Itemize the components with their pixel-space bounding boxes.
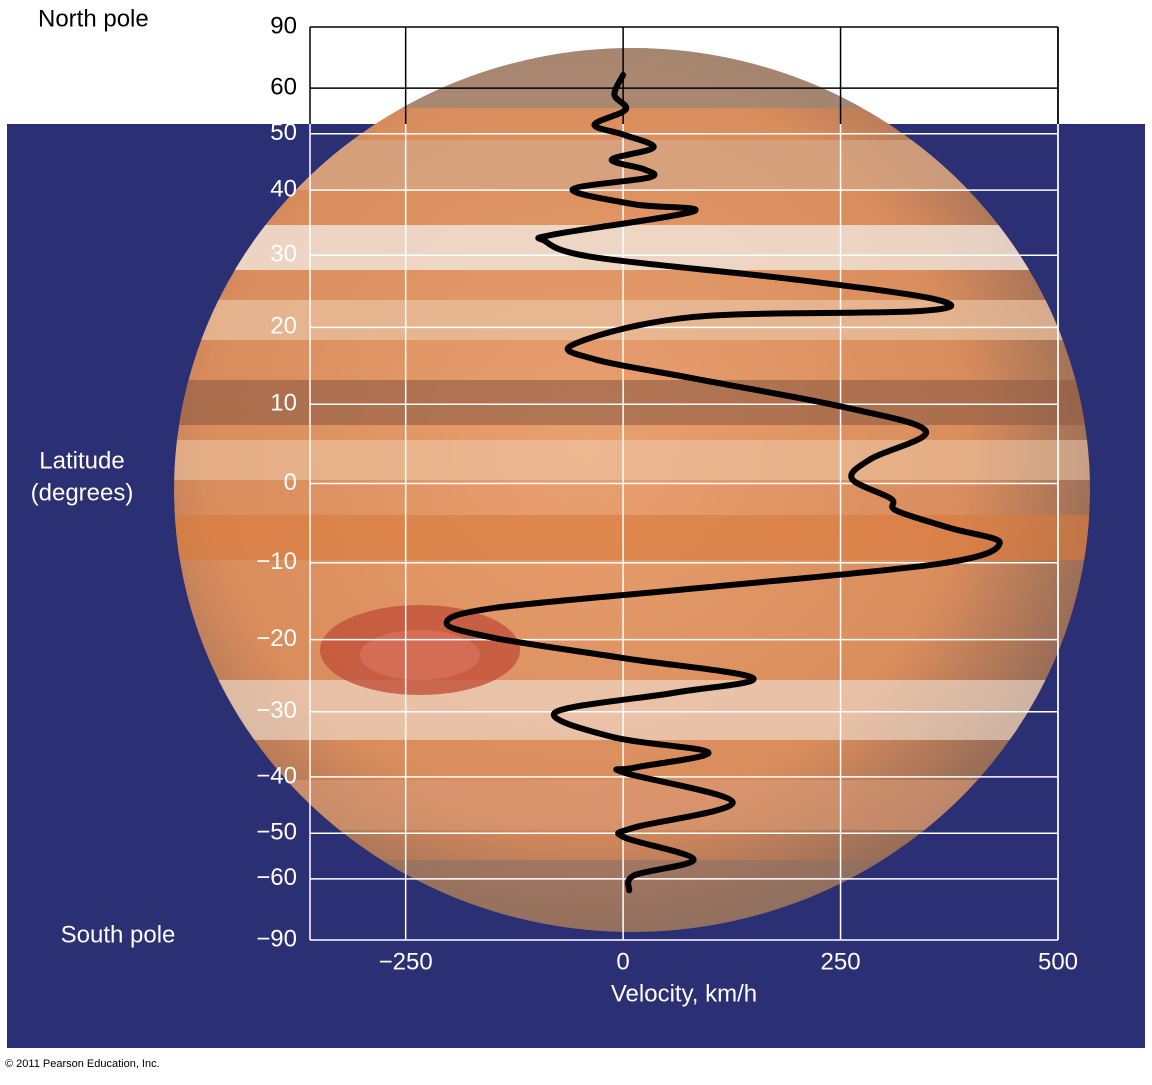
x-tick-label: −250 (379, 948, 433, 975)
x-axis-label: Velocity, km/h (611, 980, 757, 1007)
y-tick-label: 50 (270, 119, 297, 146)
y-tick-label: 20 (270, 313, 297, 340)
y-tick-label: −20 (256, 625, 297, 652)
x-tick-label: 0 (616, 948, 629, 975)
x-tick-label: 250 (821, 948, 861, 975)
y-tick-label: −50 (256, 819, 297, 846)
y-tick-label: −30 (256, 697, 297, 724)
y-tick-label: −40 (256, 762, 297, 789)
y-tick-label: 90 (270, 12, 297, 39)
y-tick-label: −10 (256, 548, 297, 575)
y-tick-label: 60 (270, 74, 297, 101)
north-pole-label: North pole (38, 5, 149, 32)
south-pole-label: South pole (61, 921, 176, 948)
x-tick-label: 500 (1038, 948, 1078, 975)
y-tick-label: 40 (270, 175, 297, 202)
y-tick-label: 30 (270, 241, 297, 268)
y-axis-label: (degrees) (31, 479, 134, 506)
credit: © 2011 Pearson Education, Inc. (5, 1058, 160, 1070)
y-tick-label: −90 (256, 925, 297, 952)
y-tick-label: −60 (256, 864, 297, 891)
y-tick-label: 10 (270, 390, 297, 417)
y-axis-label: Latitude (39, 447, 124, 474)
y-tick-label: 0 (284, 469, 297, 496)
